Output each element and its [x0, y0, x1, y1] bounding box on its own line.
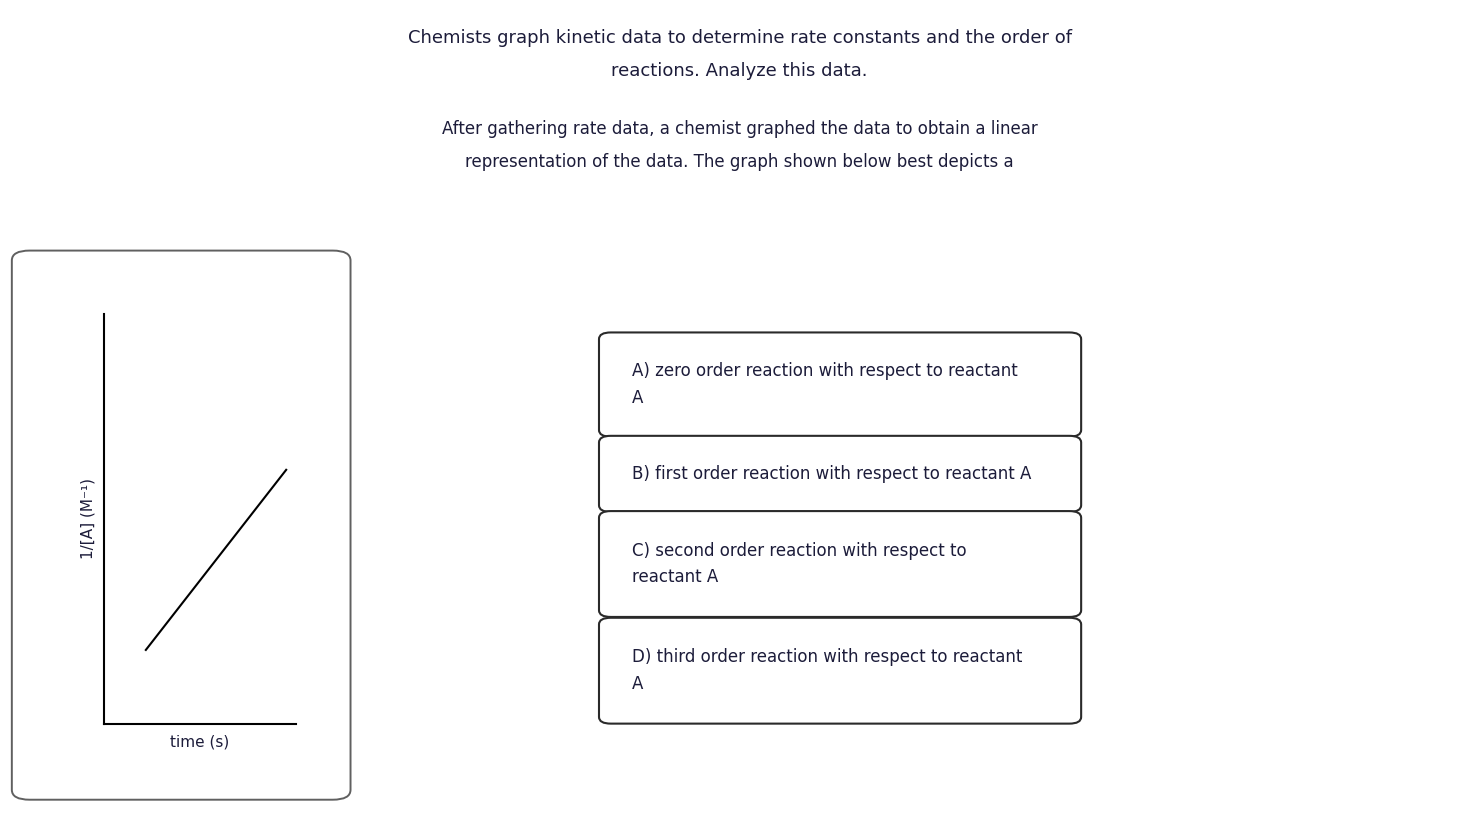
FancyBboxPatch shape: [599, 436, 1081, 512]
Y-axis label: 1/[A] (M⁻¹): 1/[A] (M⁻¹): [80, 479, 95, 559]
FancyBboxPatch shape: [599, 511, 1081, 617]
Text: C) second order reaction with respect to
reactant A: C) second order reaction with respect to…: [632, 542, 966, 586]
FancyBboxPatch shape: [599, 332, 1081, 437]
FancyBboxPatch shape: [12, 251, 351, 800]
X-axis label: time (s): time (s): [170, 734, 229, 750]
Text: After gathering rate data, a chemist graphed the data to obtain a linear: After gathering rate data, a chemist gra…: [442, 120, 1037, 138]
Text: A) zero order reaction with respect to reactant
A: A) zero order reaction with respect to r…: [632, 362, 1018, 407]
Text: reactions. Analyze this data.: reactions. Analyze this data.: [611, 62, 868, 80]
Text: D) third order reaction with respect to reactant
A: D) third order reaction with respect to …: [632, 648, 1022, 693]
Text: Chemists graph kinetic data to determine rate constants and the order of: Chemists graph kinetic data to determine…: [408, 29, 1071, 47]
Text: representation of the data. The graph shown below best depicts a: representation of the data. The graph sh…: [466, 153, 1013, 171]
Text: B) first order reaction with respect to reactant A: B) first order reaction with respect to …: [632, 465, 1031, 483]
FancyBboxPatch shape: [599, 618, 1081, 724]
